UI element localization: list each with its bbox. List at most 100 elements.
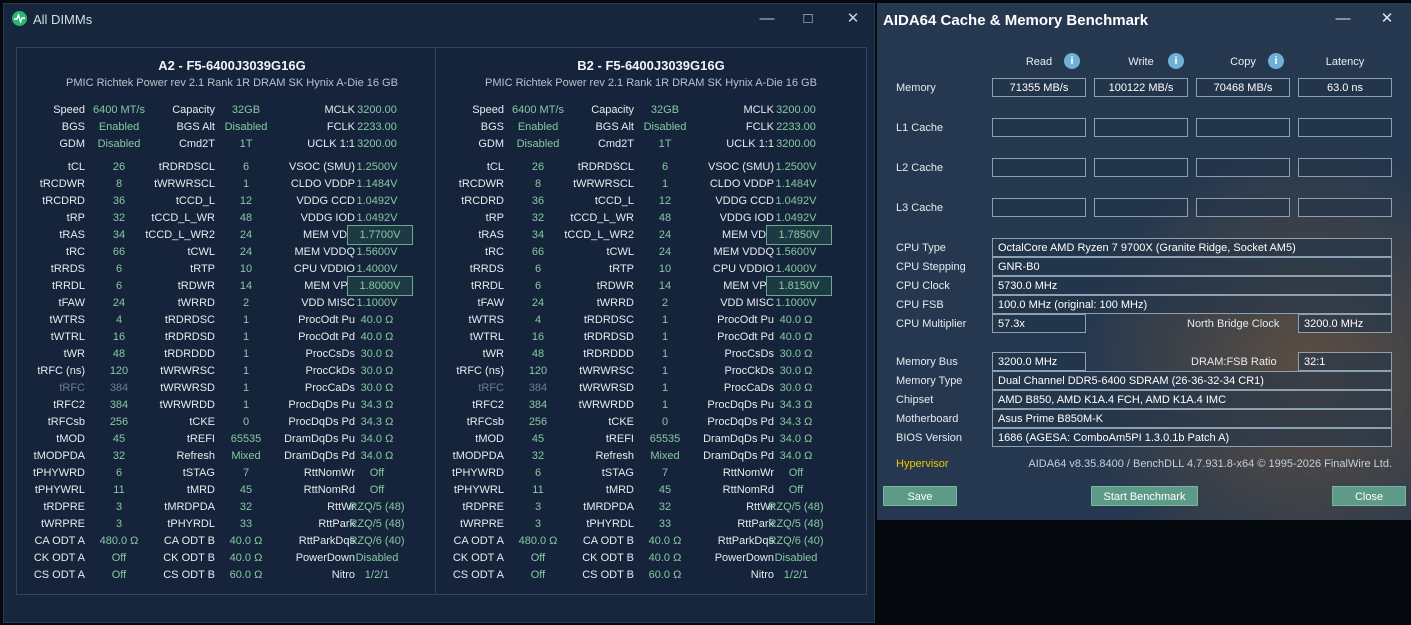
timing-value: Off (111, 569, 127, 581)
aida-window: AIDA64 Cache & Memory Benchmark — ✕ Read… (877, 3, 1411, 520)
l2-latency (1298, 158, 1392, 177)
timing-label: CPU VDDIO (712, 263, 774, 275)
timing-value: Disabled (516, 138, 560, 150)
timing-value: 384 (528, 382, 548, 394)
info-icon[interactable]: i (1268, 53, 1284, 69)
timing-value: 1.0492V (775, 212, 817, 224)
timing-row: CK ODT A Off CK ODT B 40.0 Ω PowerDown Disabl… (17, 552, 447, 569)
save-button[interactable]: Save (883, 486, 957, 506)
close-icon[interactable]: ✕ (1380, 10, 1394, 27)
timing-value: 3200.00 (357, 104, 397, 116)
timing-value: 1 (242, 178, 250, 190)
mem-type-label: Memory Type (896, 375, 963, 387)
timing-label: tPHYWRL (453, 484, 504, 496)
timing-value: 26 (112, 161, 126, 173)
timing-value: 1T (239, 138, 253, 150)
l1-latency (1298, 118, 1392, 137)
cpu-clock-label: CPU Clock (896, 280, 950, 292)
dimm-panel-b2: B2 - F5-6400J3039G16G PMIC Richtek Power … (435, 47, 867, 595)
timing-label: ProcCkDs (724, 365, 774, 377)
timing-value: 24 (239, 229, 253, 241)
timing-value: 1.2500V (775, 161, 817, 173)
timing-row: tRFC 384 tWRWRSD 1 ProcCaDs 30.0 Ω (17, 382, 447, 399)
timing-row: tCL 26 tRDRDSCL 6 VSOC (SMU) 1.2500V (436, 161, 866, 178)
dimm-window: All DIMMs — □ ✕ A2 - F5-6400J3039G16G PMI… (3, 3, 875, 623)
timing-label: RttPark (737, 518, 774, 530)
nb-clock-value: 3200.0 MHz (1298, 314, 1392, 333)
timing-value: 32GB (650, 104, 680, 116)
timing-row: tPHYWRL 11 tMRD 45 RttNomRd Off (436, 484, 866, 501)
timing-label: ProcDqDs Pu (707, 399, 774, 411)
timing-value: 1 (242, 331, 250, 343)
minimize-icon[interactable]: — (759, 10, 775, 27)
timing-value: 1.7850V (766, 225, 832, 245)
timing-value: 16 (112, 331, 126, 343)
timing-label: BGS Alt (595, 121, 634, 133)
timing-value: 3200.00 (776, 138, 816, 150)
timing-value: 34.3 Ω (779, 399, 813, 411)
timing-value: 1.5600V (775, 246, 817, 258)
motherboard-value: Asus Prime B850M-K (992, 409, 1392, 428)
timing-value: 60.0 Ω (648, 569, 682, 581)
timing-value: 1.2500V (356, 161, 398, 173)
timing-label: tRFC (ns) (37, 365, 85, 377)
memory-read: 71355 MB/s (992, 78, 1086, 97)
timing-label: tCKE (189, 416, 215, 428)
timing-row: tRFC2 384 tWRWRDD 1 ProcDqDs Pu 34.3 Ω (17, 399, 447, 416)
dimm-titlebar: All DIMMs — □ ✕ (4, 4, 874, 34)
timing-value: Disabled (774, 552, 818, 564)
row-l3-label: L3 Cache (896, 202, 944, 214)
info-icon[interactable]: i (1168, 53, 1184, 69)
maximize-icon[interactable]: □ (803, 10, 813, 27)
timing-row: tRFCsb 256 tCKE 0 ProcDqDs Pd 34.3 Ω (436, 416, 866, 433)
close-button[interactable]: Close (1332, 486, 1406, 506)
minimize-icon[interactable]: — (1335, 10, 1351, 27)
timing-label: tRDWR (596, 280, 634, 292)
timing-label: tWR (63, 348, 85, 360)
timing-value: 1T (658, 138, 672, 150)
close-icon[interactable]: ✕ (846, 10, 860, 27)
timing-label: ProcDqDs Pu (288, 399, 355, 411)
timing-value: Off (530, 569, 546, 581)
timing-row: tRRDS 6 tRTP 10 CPU VDDIO 1.4000V (17, 263, 447, 280)
timing-value: 11 (532, 484, 544, 496)
timing-value: 0 (242, 416, 250, 428)
timing-value: 1.0492V (356, 195, 398, 207)
timing-row: tMODPDA 32 Refresh Mixed DramDqDs Pd 34.0 Ω (17, 450, 447, 467)
timing-label: RttParkDqs (717, 535, 774, 547)
timing-value: 256 (528, 416, 548, 428)
timing-row: tRDPRE 3 tMRDPDA 32 RttWr RZQ/5 (48) (17, 501, 447, 518)
timing-value: 45 (658, 484, 672, 496)
timing-label: Speed (53, 104, 85, 116)
timing-label: VDD MISC (720, 297, 774, 309)
timing-label: tCL (67, 161, 85, 173)
l1-read (992, 118, 1086, 137)
timing-label: tRDRDDD (583, 348, 634, 360)
timing-value: 30.0 Ω (779, 365, 813, 377)
timing-label: VDDG CCD (715, 195, 774, 207)
timing-value: 40.0 Ω (229, 535, 263, 547)
row-l1-label: L1 Cache (896, 122, 944, 134)
timing-label: tWRPRE (460, 518, 504, 530)
timing-row: tFAW 24 tWRRD 2 VDD MISC 1.1000V (436, 297, 866, 314)
timing-value: 32 (658, 501, 672, 513)
l3-copy (1196, 198, 1290, 217)
timing-value: 384 (528, 399, 548, 411)
timing-value: 66 (531, 246, 545, 258)
timing-label: tCKE (608, 416, 634, 428)
info-icon[interactable]: i (1064, 53, 1080, 69)
timing-value: 1 (661, 348, 669, 360)
hypervisor-link[interactable]: Hypervisor (896, 458, 949, 470)
timing-label: tWRWRSCL (154, 178, 215, 190)
start-benchmark-button[interactable]: Start Benchmark (1091, 486, 1198, 506)
timing-label: tRP (66, 212, 85, 224)
timing-value: 36 (112, 195, 126, 207)
timing-label: VSOC (SMU) (708, 161, 774, 173)
timing-label: CK ODT B (163, 552, 215, 564)
l2-copy (1196, 158, 1290, 177)
timing-value: 48 (658, 212, 672, 224)
timing-value: 8 (534, 178, 542, 190)
timing-label: tWRWRSD (579, 382, 634, 394)
timing-label: tRFCsb (47, 416, 85, 428)
timing-value: 34.0 Ω (360, 450, 394, 462)
